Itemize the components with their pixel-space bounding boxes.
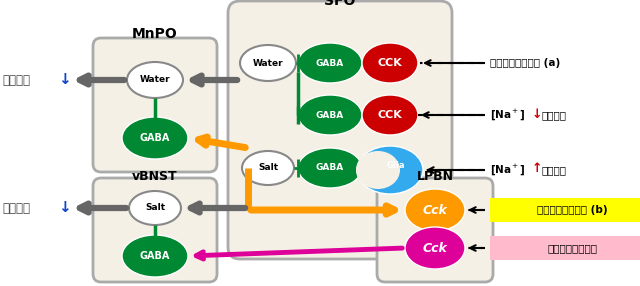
Ellipse shape	[127, 62, 183, 98]
Text: vBNST: vBNST	[132, 170, 178, 182]
Text: CCK: CCK	[378, 110, 403, 120]
Text: ↑: ↑	[532, 162, 543, 176]
Text: 水分摂取シグナル (a): 水分摂取シグナル (a)	[490, 58, 560, 68]
FancyBboxPatch shape	[93, 178, 217, 282]
Text: ↓: ↓	[58, 72, 71, 88]
Text: Salt: Salt	[145, 204, 165, 212]
Ellipse shape	[356, 151, 400, 189]
Ellipse shape	[405, 189, 465, 231]
Ellipse shape	[405, 227, 465, 269]
Text: GABA: GABA	[140, 251, 170, 261]
Text: 水分摂取: 水分摂取	[2, 74, 30, 86]
Ellipse shape	[298, 43, 362, 83]
Text: MnPO: MnPO	[132, 27, 178, 41]
Text: SFO: SFO	[324, 0, 356, 8]
FancyBboxPatch shape	[490, 236, 640, 260]
Text: ↓: ↓	[58, 200, 71, 215]
Text: Salt: Salt	[258, 164, 278, 172]
Ellipse shape	[242, 151, 294, 185]
Text: Cck: Cck	[422, 204, 447, 217]
FancyBboxPatch shape	[228, 1, 452, 259]
Text: Glia: Glia	[387, 162, 405, 170]
Ellipse shape	[362, 95, 418, 135]
Text: LPBN: LPBN	[417, 170, 454, 182]
Text: Water: Water	[253, 59, 284, 67]
Text: GABA: GABA	[316, 59, 344, 67]
FancyBboxPatch shape	[377, 178, 493, 282]
Ellipse shape	[240, 45, 296, 81]
Text: シグナル: シグナル	[542, 165, 567, 175]
FancyBboxPatch shape	[490, 198, 640, 222]
Ellipse shape	[122, 117, 188, 159]
Text: 塩分摂取シグナル: 塩分摂取シグナル	[547, 243, 597, 253]
Text: シグナル: シグナル	[542, 110, 567, 120]
Ellipse shape	[298, 95, 362, 135]
Ellipse shape	[298, 148, 362, 188]
Text: CCK: CCK	[378, 58, 403, 68]
Text: Cck: Cck	[422, 241, 447, 255]
Ellipse shape	[129, 191, 181, 225]
Ellipse shape	[122, 235, 188, 277]
Ellipse shape	[362, 43, 418, 83]
Text: ↓: ↓	[532, 108, 543, 120]
Text: GABA: GABA	[316, 110, 344, 120]
Text: 塩分摂取: 塩分摂取	[2, 202, 30, 214]
Text: [Na$^+$]: [Na$^+$]	[490, 108, 525, 122]
Text: Water: Water	[140, 76, 170, 84]
Text: 水分摂取シグナル (b): 水分摂取シグナル (b)	[537, 205, 607, 215]
Text: [Na$^+$]: [Na$^+$]	[490, 163, 525, 177]
FancyBboxPatch shape	[93, 38, 217, 172]
Ellipse shape	[357, 146, 423, 194]
Text: GABA: GABA	[140, 133, 170, 143]
Text: GABA: GABA	[316, 164, 344, 172]
